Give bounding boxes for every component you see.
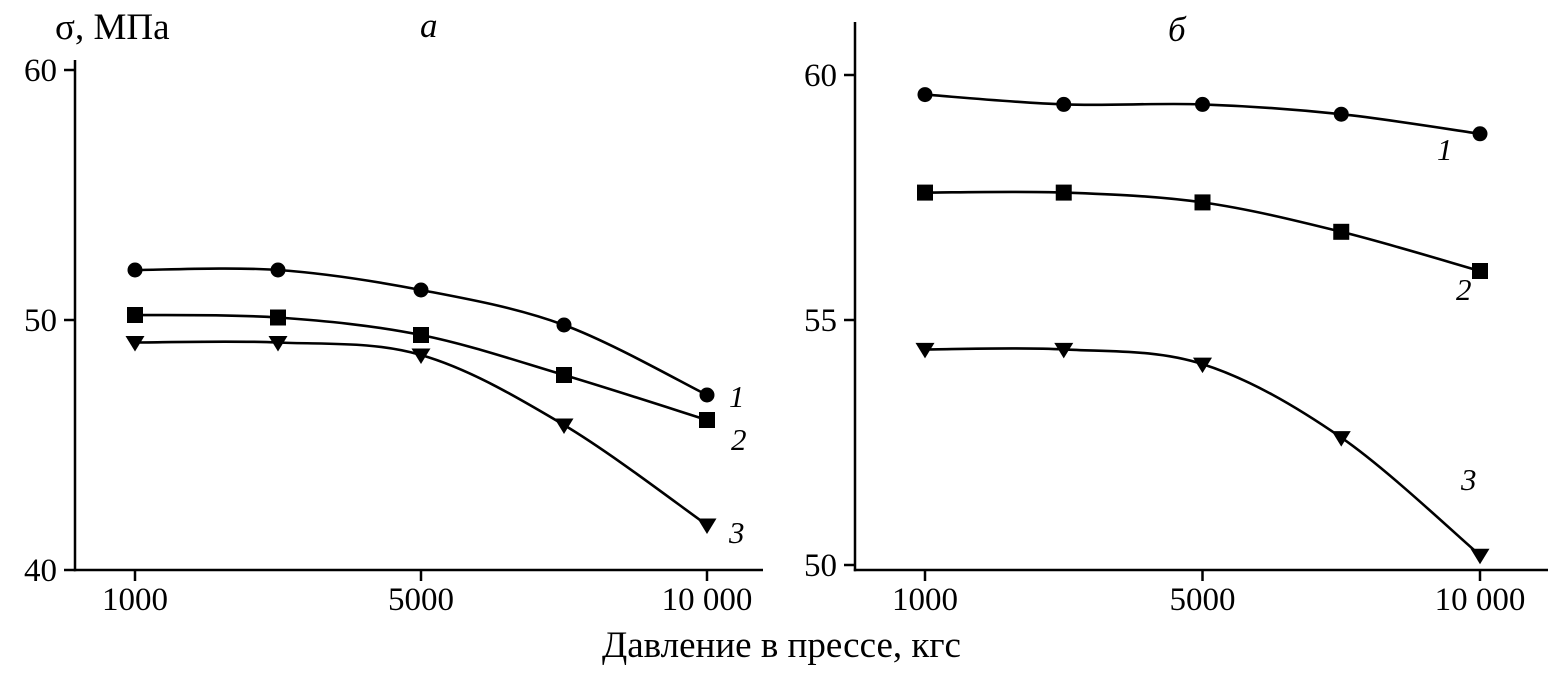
panel-a-series-2-marker (699, 412, 715, 428)
panel-b-series-1-label: 1 (1437, 132, 1453, 167)
panel-a-series-1-marker (127, 262, 143, 278)
x-axis-title: Давление в прессе, кгс (602, 625, 961, 666)
panel-a-y-tick-label: 50 (24, 303, 57, 339)
panel-b-series-2-marker (917, 184, 933, 201)
panel-b-series-3-curve (924, 347, 1481, 557)
panel-a-series-3-marker (554, 418, 574, 434)
panel-b-series-2-marker (1055, 184, 1072, 201)
panel-a-series-2-marker (413, 327, 429, 343)
panel-b-series-3-marker (1331, 431, 1351, 447)
panel-a-series-1-marker (270, 262, 286, 278)
panel-b-letter: б (1168, 10, 1186, 49)
y-axis-title: σ, МПа (55, 7, 170, 48)
panel-b-series-3-marker (1054, 342, 1074, 359)
panel-b-series-1-marker (1056, 96, 1072, 112)
panel-b-series-3-marker (1470, 548, 1490, 565)
panel-b-series-1-marker (917, 87, 933, 103)
panel-b-series-2-marker (1194, 194, 1211, 211)
panel-b-series-3-marker (1193, 357, 1212, 374)
panel-b-series-1-marker (1333, 106, 1349, 122)
panel-a-x-tick-label: 5000 (388, 582, 454, 618)
panel-b-x-tick-label: 5000 (1170, 582, 1236, 618)
panel-a-series-3-curve (134, 340, 708, 527)
panel-b-x-tick-label: 10 000 (1435, 582, 1526, 618)
panel-a-series-3-marker (411, 348, 431, 364)
panel-b-series-3-label: 3 (1460, 462, 1477, 497)
panel-b-series-2-marker (1333, 223, 1350, 240)
panel-b-series-1-marker (1472, 126, 1488, 142)
panel-a-x-tick-label: 10 000 (662, 582, 753, 618)
panel-a-series-1-marker (699, 387, 715, 403)
panel-b-series-2-marker (1472, 263, 1488, 279)
panel-a-series-2-label: 2 (731, 422, 747, 457)
panel-b-y-tick-label: 55 (804, 303, 837, 339)
panel-a-series-2-marker (127, 307, 143, 323)
panel-b-series-1-marker (1195, 96, 1210, 112)
panel-b-x-tick-label: 1000 (892, 582, 958, 618)
panel-a-y-tick-label: 60 (24, 53, 57, 89)
panel-a-series-3-label: 3 (728, 515, 745, 550)
panel-a-x-tick-label: 1000 (102, 582, 168, 618)
panel-a-series-3-marker (125, 336, 145, 352)
panel-a-series-1-marker (413, 282, 429, 298)
panel-a-series-2-marker (270, 309, 286, 326)
panel-a-series-3-marker (268, 336, 288, 352)
panel-a-series-1-marker (556, 317, 572, 333)
panel-a-series-2-marker (556, 367, 572, 383)
panel-a-series-1-label: 1 (729, 379, 745, 414)
panel-b-y-tick-label: 50 (804, 548, 837, 584)
panel-a-y-tick-label: 40 (24, 553, 57, 589)
panel-a-series-3-marker (697, 518, 717, 534)
panel-b-y-tick-label: 60 (804, 58, 837, 94)
panel-a-letter: а (420, 6, 438, 45)
panel-b-series-3-marker (915, 342, 935, 359)
panel-b-series-2-label: 2 (1456, 272, 1472, 307)
